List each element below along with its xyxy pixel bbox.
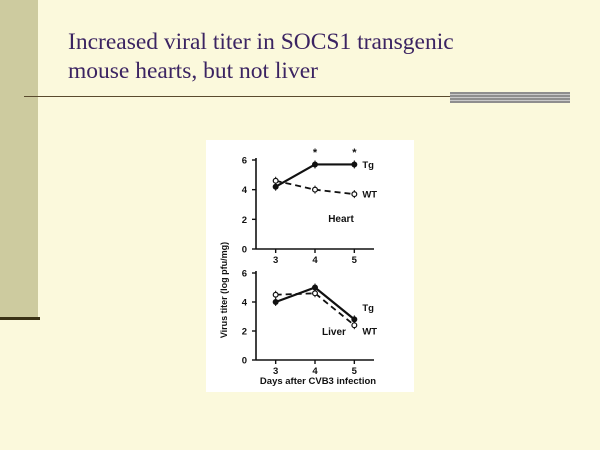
panel-heart: 0 2 4 6 3 4 5 Tg WT * * Heart — [242, 147, 378, 266]
virus-titer-chart: Virus titer (log pfu/mg) Days after CVB3… — [219, 147, 378, 387]
heart-legend-wt: WT — [362, 190, 377, 201]
heart-y-tick-label: 4 — [242, 185, 248, 196]
liver-y-tick-label: 0 — [242, 356, 247, 367]
x-axis-label: Days after CVB3 infection — [260, 376, 376, 387]
slide-title-line-2: mouse hearts, but not liver — [68, 58, 318, 84]
heart-y-tick-label: 6 — [242, 156, 247, 167]
liver-x-tick-label: 4 — [312, 366, 318, 377]
liver-wt-line — [275, 292, 355, 326]
y-axis-label: Virus titer (log pfu/mg) — [219, 242, 229, 338]
liver-x-tick-label: 3 — [273, 366, 278, 377]
heart-wt-point — [351, 191, 358, 198]
heart-significance-marker: * — [352, 147, 357, 159]
liver-tg-point — [311, 284, 318, 291]
heart-x-tick-label: 4 — [312, 255, 318, 266]
liver-wt-point — [272, 291, 279, 298]
heart-significance-marker: * — [313, 147, 318, 159]
title-accent-stripes — [450, 92, 570, 103]
virus-titer-figure: Virus titer (log pfu/mg) Days after CVB3… — [206, 140, 414, 392]
liver-legend-tg: Tg — [362, 303, 374, 314]
left-accent-bar — [0, 0, 38, 318]
heart-y-tick-label: 2 — [242, 215, 247, 226]
heart-wt-point — [311, 186, 318, 193]
heart-legend-tg: Tg — [362, 160, 374, 171]
title-divider — [24, 96, 456, 97]
heart-x-tick-label: 5 — [352, 255, 358, 266]
liver-y-tick-label: 4 — [242, 298, 248, 309]
left-accent-rule — [0, 317, 40, 320]
liver-wt-point — [351, 322, 358, 329]
heart-tg-point — [272, 183, 279, 190]
slide-title-line-1: Increased viral titer in SOCS1 transgeni… — [68, 29, 454, 55]
liver-tg-point — [351, 316, 358, 323]
heart-wt-point — [272, 177, 279, 184]
heart-tg-point — [351, 161, 358, 168]
panel-liver: 0 2 4 6 3 4 5 Tg WT Liver — [242, 269, 378, 378]
liver-tg-point — [272, 299, 279, 306]
liver-wt-point — [311, 290, 318, 297]
liver-legend-wt: WT — [362, 327, 377, 338]
liver-y-tick-label: 2 — [242, 327, 247, 338]
liver-x-tick-label: 5 — [352, 366, 358, 377]
heart-tg-point — [311, 161, 318, 168]
liver-y-tick-label: 6 — [242, 269, 247, 280]
heart-panel-label: Heart — [328, 214, 354, 225]
heart-x-tick-label: 3 — [273, 255, 278, 266]
liver-panel-label: Liver — [322, 327, 346, 338]
slide-title: Increased viral titer in SOCS1 transgeni… — [68, 28, 568, 86]
heart-y-tick-label: 0 — [242, 245, 247, 256]
